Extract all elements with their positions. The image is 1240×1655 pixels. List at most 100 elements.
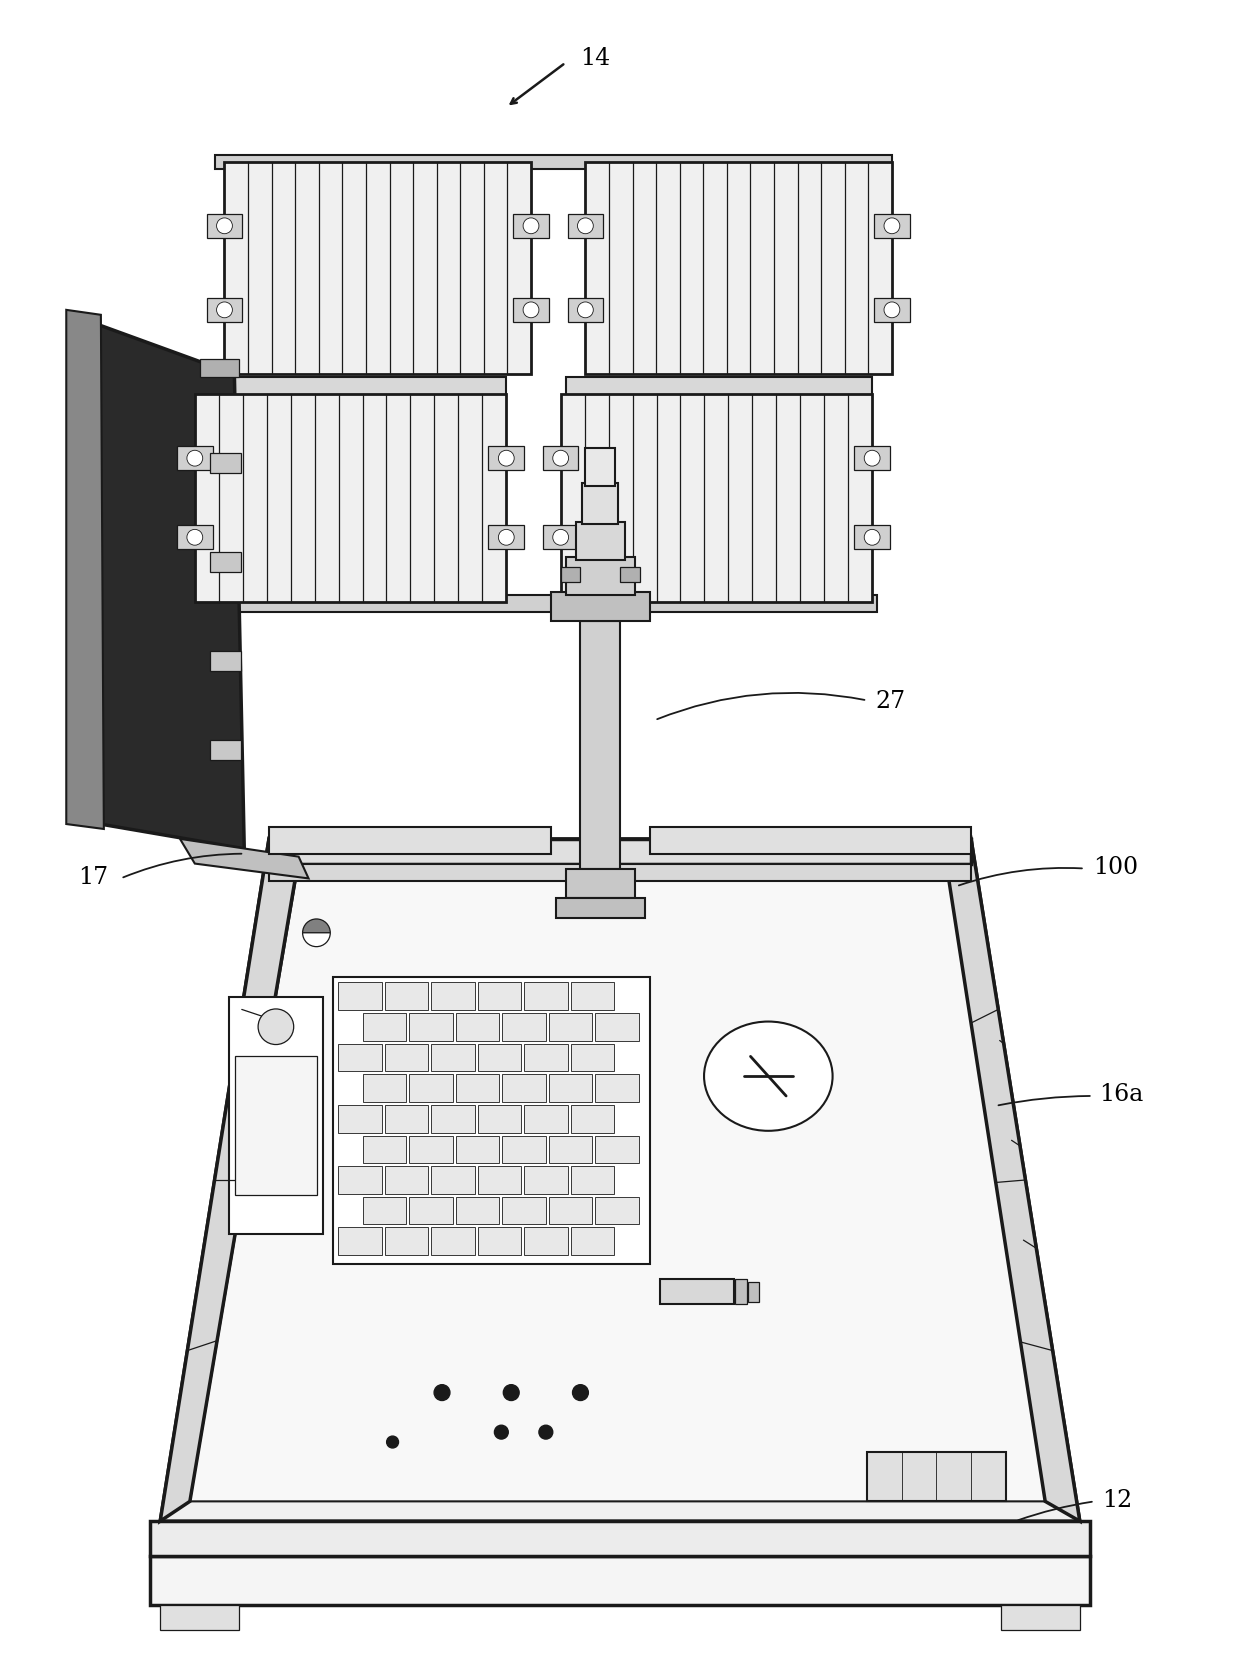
Bar: [409, 1197, 453, 1225]
Circle shape: [578, 218, 593, 235]
Bar: [570, 1167, 614, 1195]
Bar: [620, 568, 640, 583]
Bar: [432, 1044, 475, 1071]
Bar: [177, 447, 212, 470]
Bar: [269, 839, 971, 864]
Bar: [489, 447, 525, 470]
Bar: [513, 300, 549, 323]
Circle shape: [498, 530, 515, 546]
Bar: [477, 1044, 521, 1071]
Wedge shape: [303, 933, 330, 947]
Bar: [570, 1228, 614, 1256]
Bar: [502, 1013, 546, 1041]
Bar: [543, 447, 579, 470]
Bar: [160, 1605, 239, 1630]
Bar: [525, 1228, 568, 1256]
Bar: [334, 978, 650, 1264]
Bar: [269, 864, 971, 882]
Bar: [210, 453, 242, 473]
Bar: [575, 523, 625, 561]
Bar: [660, 1279, 734, 1304]
Bar: [543, 526, 579, 549]
Bar: [215, 377, 506, 397]
Circle shape: [217, 303, 232, 318]
Polygon shape: [160, 839, 1080, 1521]
Text: 17: 17: [78, 866, 108, 889]
Bar: [525, 1044, 568, 1071]
Bar: [570, 1106, 614, 1134]
Text: 12: 12: [1102, 1488, 1133, 1511]
Bar: [595, 1135, 639, 1163]
Text: 100: 100: [1092, 856, 1138, 879]
Bar: [177, 526, 212, 549]
Circle shape: [553, 452, 569, 467]
Bar: [595, 1197, 639, 1225]
Bar: [456, 1135, 500, 1163]
Bar: [551, 592, 650, 622]
Bar: [456, 1197, 500, 1225]
Bar: [549, 1197, 593, 1225]
Bar: [190, 596, 877, 612]
Bar: [549, 1013, 593, 1041]
Bar: [339, 1106, 382, 1134]
Bar: [150, 1521, 1090, 1556]
Bar: [384, 1228, 428, 1256]
Circle shape: [553, 530, 569, 546]
Bar: [432, 1228, 475, 1256]
Bar: [150, 1556, 1090, 1605]
Bar: [432, 1167, 475, 1195]
Bar: [339, 983, 382, 1010]
Polygon shape: [66, 311, 104, 829]
Bar: [565, 558, 635, 596]
Bar: [210, 553, 242, 573]
Polygon shape: [160, 839, 299, 1521]
Bar: [595, 1074, 639, 1102]
Circle shape: [539, 1425, 553, 1440]
Bar: [215, 156, 892, 170]
Bar: [502, 1074, 546, 1102]
Bar: [384, 983, 428, 1010]
Bar: [556, 899, 645, 919]
Bar: [363, 1013, 407, 1041]
Bar: [210, 652, 242, 672]
Polygon shape: [560, 394, 872, 602]
Bar: [874, 215, 910, 238]
Polygon shape: [946, 839, 1080, 1521]
Bar: [583, 483, 618, 525]
Bar: [570, 1044, 614, 1071]
Bar: [477, 1106, 521, 1134]
Bar: [854, 447, 890, 470]
Bar: [585, 449, 615, 487]
Bar: [269, 828, 551, 854]
Polygon shape: [71, 316, 244, 849]
Bar: [565, 377, 872, 397]
Bar: [384, 1167, 428, 1195]
Bar: [409, 1074, 453, 1102]
Bar: [489, 526, 525, 549]
Bar: [549, 1074, 593, 1102]
Bar: [565, 869, 635, 899]
Circle shape: [495, 1425, 508, 1440]
Bar: [854, 526, 890, 549]
Bar: [456, 1013, 500, 1041]
Bar: [339, 1044, 382, 1071]
Bar: [477, 1167, 521, 1195]
Circle shape: [523, 303, 539, 318]
Circle shape: [387, 1437, 398, 1448]
Bar: [456, 1074, 500, 1102]
Bar: [363, 1197, 407, 1225]
Bar: [229, 998, 324, 1235]
Bar: [502, 1197, 546, 1225]
Circle shape: [523, 218, 539, 235]
Bar: [236, 1058, 317, 1195]
Circle shape: [258, 1010, 294, 1044]
Bar: [650, 828, 971, 854]
Bar: [580, 622, 620, 869]
Bar: [568, 215, 603, 238]
Bar: [570, 983, 614, 1010]
Bar: [874, 300, 910, 323]
Circle shape: [498, 452, 515, 467]
Bar: [207, 215, 242, 238]
Polygon shape: [190, 864, 1050, 1501]
Bar: [748, 1283, 759, 1302]
